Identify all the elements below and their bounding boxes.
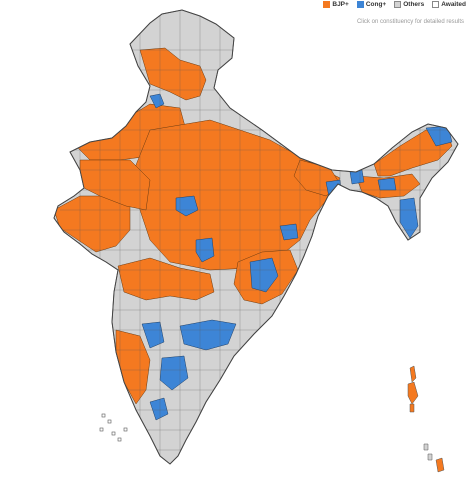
india-outline xyxy=(53,9,459,465)
region-cong-bengal[interactable] xyxy=(325,179,343,203)
click-hint: Click on constituency for detailed resul… xyxy=(356,19,464,25)
legend-label-cong: Cong+ xyxy=(365,1,387,8)
constituency-borders xyxy=(60,10,458,464)
legend-swatch-others xyxy=(394,1,402,8)
region-cong-central[interactable] xyxy=(175,195,199,217)
legend-swatch-awaited xyxy=(432,1,440,8)
legend-swatch-cong xyxy=(356,1,364,8)
legend-swatch-bjp xyxy=(323,1,331,8)
andaman-nicobar-islands[interactable] xyxy=(407,365,445,473)
map-legend: BJP+ Cong+ Others Awaited xyxy=(323,1,466,8)
legend-label-others: Others xyxy=(403,1,425,8)
legend-item-bjp[interactable]: BJP+ xyxy=(323,1,349,8)
region-cong-kerala[interactable] xyxy=(149,397,169,421)
legend-label-awaited: Awaited xyxy=(441,1,466,8)
region-cong-chhattisgarh[interactable] xyxy=(249,257,279,293)
legend-item-cong[interactable]: Cong+ xyxy=(356,1,387,8)
region-cong-telangana[interactable] xyxy=(179,319,237,351)
region-cong-punjab[interactable] xyxy=(149,93,165,109)
legend-label-bjp: BJP+ xyxy=(332,1,349,8)
region-bjp-northeast[interactable] xyxy=(373,129,453,177)
lakshadweep-islands[interactable] xyxy=(99,413,128,442)
region-cong-karnataka[interactable] xyxy=(141,321,165,349)
region-cong-jharkhand[interactable] xyxy=(279,223,299,241)
region-bjp-maharashtra[interactable] xyxy=(117,257,215,301)
legend-item-awaited[interactable]: Awaited xyxy=(432,1,466,8)
region-cong-meghalaya[interactable] xyxy=(377,177,397,191)
region-bjp-central-plain[interactable] xyxy=(129,119,341,271)
legend-item-others[interactable]: Others xyxy=(394,1,424,8)
